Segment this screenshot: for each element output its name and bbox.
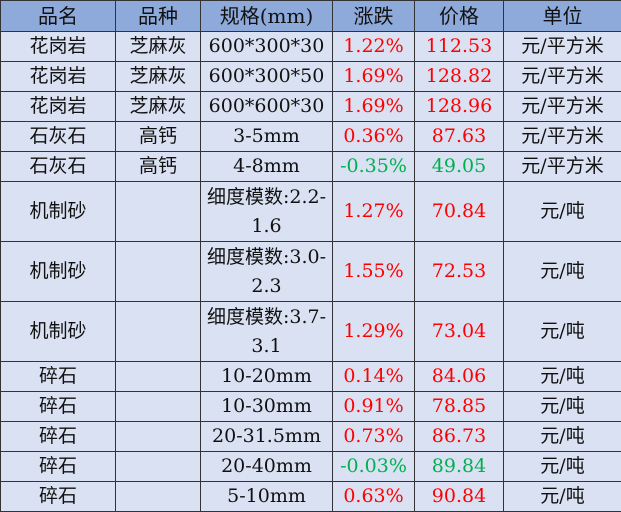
cell-price: 73.04 bbox=[414, 301, 504, 362]
cell-price: 49.05 bbox=[414, 151, 504, 182]
cell-unit: 元/吨 bbox=[503, 241, 621, 302]
header-unit: 单位 bbox=[503, 0, 621, 32]
cell-spec: 10-30mm bbox=[200, 391, 333, 422]
cell-variety bbox=[115, 451, 201, 482]
header-spec: 规格(mm) bbox=[200, 0, 333, 32]
header-name: 品名 bbox=[0, 0, 116, 32]
table-row: 石灰石 高钙 3-5mm 0.36% 87.63 元/平方米 bbox=[0, 121, 621, 152]
table-row: 机制砂 细度模数:2.2-1.6 1.27% 70.84 元/吨 bbox=[0, 181, 621, 242]
cell-name: 花岗岩 bbox=[0, 31, 116, 62]
cell-variety bbox=[115, 481, 201, 512]
cell-spec: 600*300*30 bbox=[200, 31, 333, 62]
cell-price: 112.53 bbox=[414, 31, 504, 62]
cell-name: 花岗岩 bbox=[0, 91, 116, 122]
cell-name: 花岗岩 bbox=[0, 61, 116, 92]
cell-price: 70.84 bbox=[414, 181, 504, 242]
cell-name: 碎石 bbox=[0, 421, 116, 452]
cell-spec: 3-5mm bbox=[200, 121, 333, 152]
cell-variety bbox=[115, 181, 201, 242]
cell-price: 128.96 bbox=[414, 91, 504, 122]
cell-unit: 元/吨 bbox=[503, 421, 621, 452]
cell-unit: 元/平方米 bbox=[503, 121, 621, 152]
header-row: 品名 品种 规格(mm) 涨跌 价格 单位 bbox=[0, 0, 621, 32]
table-row: 花岗岩 芝麻灰 600*300*50 1.69% 128.82 元/平方米 bbox=[0, 61, 621, 92]
cell-change: 1.29% bbox=[332, 301, 415, 362]
cell-unit: 元/平方米 bbox=[503, 31, 621, 62]
cell-variety: 高钙 bbox=[115, 121, 201, 152]
table-row: 机制砂 细度模数:3.7-3.1 1.29% 73.04 元/吨 bbox=[0, 301, 621, 362]
cell-change: 0.73% bbox=[332, 421, 415, 452]
cell-unit: 元/吨 bbox=[503, 181, 621, 242]
table-row: 花岗岩 芝麻灰 600*300*30 1.22% 112.53 元/平方米 bbox=[0, 31, 621, 62]
cell-spec: 细度模数:3.0-2.3 bbox=[200, 241, 333, 302]
cell-spec: 细度模数:3.7-3.1 bbox=[200, 301, 333, 362]
cell-name: 机制砂 bbox=[0, 181, 116, 242]
cell-change: 1.69% bbox=[332, 61, 415, 92]
cell-spec: 20-40mm bbox=[200, 451, 333, 482]
cell-price: 90.84 bbox=[414, 481, 504, 512]
cell-spec: 600*300*50 bbox=[200, 61, 333, 92]
cell-spec: 细度模数:2.2-1.6 bbox=[200, 181, 333, 242]
cell-price: 78.85 bbox=[414, 391, 504, 422]
cell-price: 72.53 bbox=[414, 241, 504, 302]
cell-change: 1.69% bbox=[332, 91, 415, 122]
header-price: 价格 bbox=[414, 0, 504, 32]
cell-change: 0.14% bbox=[332, 361, 415, 392]
cell-change: 0.91% bbox=[332, 391, 415, 422]
cell-spec: 4-8mm bbox=[200, 151, 333, 182]
cell-unit: 元/平方米 bbox=[503, 61, 621, 92]
cell-price: 89.84 bbox=[414, 451, 504, 482]
cell-variety: 芝麻灰 bbox=[115, 61, 201, 92]
cell-change: -0.03% bbox=[332, 451, 415, 482]
cell-variety: 高钙 bbox=[115, 151, 201, 182]
cell-spec: 5-10mm bbox=[200, 481, 333, 512]
cell-unit: 元/平方米 bbox=[503, 151, 621, 182]
cell-unit: 元/吨 bbox=[503, 481, 621, 512]
table-row: 碎石 10-20mm 0.14% 84.06 元/吨 bbox=[0, 361, 621, 392]
cell-name: 机制砂 bbox=[0, 241, 116, 302]
cell-name: 碎石 bbox=[0, 361, 116, 392]
cell-change: -0.35% bbox=[332, 151, 415, 182]
cell-spec: 10-20mm bbox=[200, 361, 333, 392]
cell-price: 84.06 bbox=[414, 361, 504, 392]
table-row: 石灰石 高钙 4-8mm -0.35% 49.05 元/平方米 bbox=[0, 151, 621, 182]
cell-variety bbox=[115, 421, 201, 452]
cell-name: 机制砂 bbox=[0, 301, 116, 362]
cell-name: 碎石 bbox=[0, 391, 116, 422]
cell-price: 86.73 bbox=[414, 421, 504, 452]
cell-unit: 元/吨 bbox=[503, 391, 621, 422]
cell-spec: 600*600*30 bbox=[200, 91, 333, 122]
table-row: 机制砂 细度模数:3.0-2.3 1.55% 72.53 元/吨 bbox=[0, 241, 621, 302]
cell-variety bbox=[115, 361, 201, 392]
cell-name: 石灰石 bbox=[0, 151, 116, 182]
cell-variety: 芝麻灰 bbox=[115, 31, 201, 62]
cell-unit: 元/吨 bbox=[503, 301, 621, 362]
cell-variety bbox=[115, 241, 201, 302]
header-variety: 品种 bbox=[115, 0, 201, 32]
table-row: 碎石 5-10mm 0.63% 90.84 元/吨 bbox=[0, 481, 621, 512]
cell-price: 128.82 bbox=[414, 61, 504, 92]
table-row: 花岗岩 芝麻灰 600*600*30 1.69% 128.96 元/平方米 bbox=[0, 91, 621, 122]
cell-change: 0.36% bbox=[332, 121, 415, 152]
cell-unit: 元/平方米 bbox=[503, 91, 621, 122]
table-row: 碎石 10-30mm 0.91% 78.85 元/吨 bbox=[0, 391, 621, 422]
table-row: 碎石 20-31.5mm 0.73% 86.73 元/吨 bbox=[0, 421, 621, 452]
cell-name: 石灰石 bbox=[0, 121, 116, 152]
table-row: 碎石 20-40mm -0.03% 89.84 元/吨 bbox=[0, 451, 621, 482]
cell-name: 碎石 bbox=[0, 451, 116, 482]
cell-price: 87.63 bbox=[414, 121, 504, 152]
cell-change: 1.27% bbox=[332, 181, 415, 242]
cell-variety: 芝麻灰 bbox=[115, 91, 201, 122]
cell-change: 1.22% bbox=[332, 31, 415, 62]
cell-variety bbox=[115, 391, 201, 422]
cell-variety bbox=[115, 301, 201, 362]
cell-unit: 元/吨 bbox=[503, 451, 621, 482]
cell-unit: 元/吨 bbox=[503, 361, 621, 392]
cell-spec: 20-31.5mm bbox=[200, 421, 333, 452]
cell-name: 碎石 bbox=[0, 481, 116, 512]
header-change: 涨跌 bbox=[332, 0, 415, 32]
cell-change: 1.55% bbox=[332, 241, 415, 302]
cell-change: 0.63% bbox=[332, 481, 415, 512]
